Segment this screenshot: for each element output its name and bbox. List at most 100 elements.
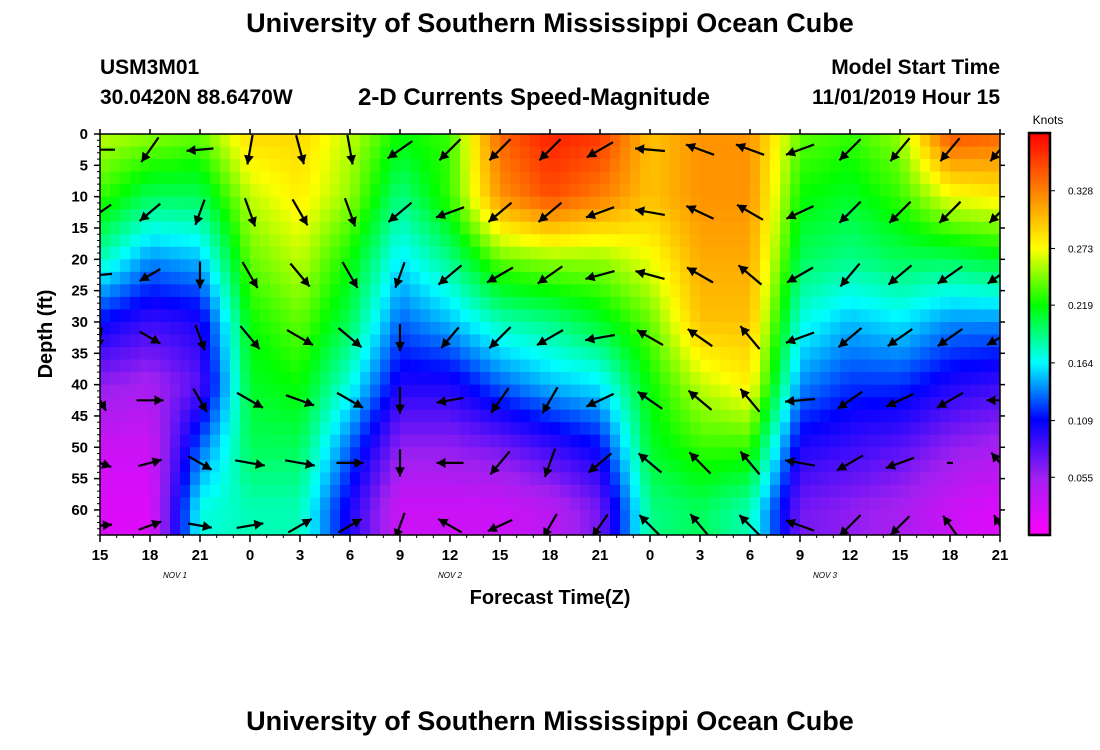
heatmap-cell	[190, 397, 201, 411]
heatmap-cell	[970, 171, 981, 185]
heatmap-cell	[160, 434, 171, 448]
heatmap-cell	[350, 509, 361, 524]
heatmap-cell	[720, 509, 731, 524]
heatmap-cell	[280, 372, 291, 386]
heatmap-cell	[580, 196, 591, 210]
heatmap-cell	[470, 384, 481, 398]
heatmap-cell	[860, 422, 871, 436]
heatmap-cell	[650, 434, 661, 448]
heatmap-cell	[330, 271, 341, 285]
heatmap-cell	[850, 484, 861, 499]
heatmap-cell	[140, 259, 151, 273]
heatmap-cell	[420, 472, 431, 486]
current-vector-arrow	[236, 519, 264, 530]
heatmap-cell	[580, 522, 591, 535]
heatmap-cell	[220, 321, 231, 336]
current-vector-arrow	[887, 264, 913, 286]
heatmap-cell	[410, 134, 421, 148]
heatmap-cell	[730, 434, 741, 448]
heatmap-cell	[210, 347, 221, 361]
heatmap-cell	[580, 347, 591, 361]
heatmap-cell	[340, 134, 351, 148]
x-axis-label: Forecast Time(Z)	[470, 587, 631, 609]
heatmap-cell	[550, 472, 561, 486]
heatmap-cell	[130, 372, 141, 386]
heatmap-cell	[320, 159, 331, 173]
heatmap-cell	[410, 221, 421, 235]
heatmap-cell	[350, 372, 361, 386]
current-vector-arrow	[689, 513, 710, 535]
heatmap-cell	[420, 134, 431, 148]
heatmap-cell	[330, 134, 341, 148]
heatmap-cell	[570, 284, 581, 298]
heatmap-cell	[920, 284, 931, 298]
heatmap-cell	[260, 171, 271, 185]
heatmap-cell	[290, 271, 301, 285]
heatmap-cell	[130, 359, 141, 373]
heatmap-cell	[670, 522, 681, 535]
heatmap-cell	[510, 284, 521, 298]
heatmap-cell	[770, 296, 781, 311]
heatmap-cell	[480, 384, 491, 398]
heatmap-cell	[920, 221, 931, 235]
heatmap-cell	[550, 309, 561, 323]
heatmap-cell	[140, 246, 151, 260]
footer-title: University of Southern Mississippi Ocean…	[246, 706, 854, 736]
heatmap-cell	[550, 347, 561, 361]
heatmap-cell	[530, 359, 541, 373]
heatmap-cell	[890, 384, 901, 398]
heatmap-cell	[230, 522, 241, 535]
current-vector-arrow	[942, 515, 958, 535]
heatmap-cell	[310, 447, 321, 461]
y-tick-label: 15	[71, 220, 88, 237]
heatmap-cell	[630, 246, 641, 260]
heatmap-cell	[550, 146, 561, 160]
heatmap-cell	[420, 184, 431, 198]
heatmap-cell	[590, 134, 601, 148]
heatmap-cell	[680, 384, 691, 398]
heatmap-cell	[670, 434, 681, 448]
heatmap-cell	[580, 134, 591, 148]
heatmap-cell	[870, 309, 881, 323]
heatmap-cell	[220, 246, 231, 260]
heatmap-cell	[840, 171, 851, 185]
heatmap-cell	[120, 196, 131, 210]
heatmap-cell	[860, 171, 871, 185]
heatmap-cell	[520, 296, 531, 311]
heatmap-cell	[220, 497, 231, 511]
heatmap-cell	[480, 234, 491, 248]
heatmap-cell	[560, 359, 571, 373]
heatmap-cell	[390, 459, 401, 473]
heatmap-cell	[570, 422, 581, 436]
heatmap-cell	[500, 184, 511, 198]
heatmap-cell	[600, 484, 611, 499]
heatmap-cell	[350, 347, 361, 361]
heatmap-cell	[980, 196, 991, 210]
heatmap-cell	[720, 309, 731, 323]
heatmap-cell	[960, 196, 971, 210]
heatmap-cell	[400, 409, 411, 423]
heatmap-cell	[630, 234, 641, 248]
heatmap-cell	[940, 184, 951, 198]
heatmap-cell	[450, 359, 461, 373]
heatmap-cell	[970, 334, 981, 348]
heatmap-cell	[990, 159, 1000, 173]
heatmap-cell	[230, 259, 241, 273]
heatmap-cell	[640, 497, 651, 511]
heatmap-cell	[330, 234, 341, 248]
heatmap-cell	[360, 434, 371, 448]
heatmap-cell	[930, 234, 941, 248]
heatmap-cell	[830, 146, 841, 160]
heatmap-cell	[790, 509, 801, 524]
heatmap-cell	[170, 309, 181, 323]
heatmap-cell	[210, 159, 221, 173]
heatmap-cell	[940, 434, 951, 448]
heatmap-cell	[940, 372, 951, 386]
heatmap-cell	[830, 372, 841, 386]
heatmap-cell	[140, 459, 151, 473]
heatmap-cell	[390, 184, 401, 198]
heatmap-cell	[470, 321, 481, 336]
heatmap-cell	[120, 409, 131, 423]
heatmap-cell	[760, 422, 771, 436]
heatmap-cell	[920, 321, 931, 336]
